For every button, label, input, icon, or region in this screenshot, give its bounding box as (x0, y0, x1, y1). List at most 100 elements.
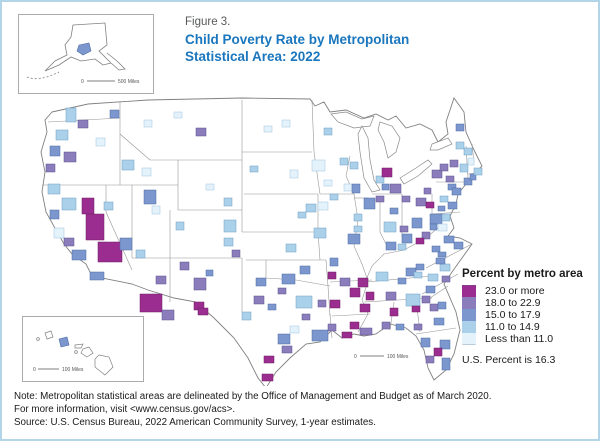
metro-area (413, 323, 423, 331)
metro-area (61, 197, 77, 211)
metro-area (81, 197, 95, 215)
metro-area (205, 269, 214, 277)
metro-area (143, 119, 153, 128)
metro-area (77, 119, 89, 129)
legend-label: 18.0 to 22.9 (485, 297, 541, 309)
metro-area (395, 323, 405, 331)
metro-area (385, 291, 397, 301)
metro-area (401, 233, 413, 244)
metro-area (151, 205, 161, 215)
metro-area (353, 225, 363, 233)
legend-swatch (462, 297, 476, 309)
metro-area (439, 195, 449, 203)
metro-area (89, 271, 105, 281)
lake-michigan (357, 125, 381, 193)
metro-area (421, 231, 431, 240)
legend-items: 23.0 or more 18.0 to 22.9 15.0 to 17.9 11.0… (462, 285, 598, 345)
alaska-scale-bar: 0 500 Miles (81, 79, 140, 85)
metro-area (223, 237, 234, 247)
legend: Percent by metro area 23.0 or more 18.0 t… (462, 268, 598, 366)
metro-area (425, 201, 435, 209)
metro-area (281, 119, 291, 128)
metro-area (341, 331, 353, 339)
metro-area (415, 263, 425, 271)
metro-area (253, 295, 265, 305)
main-scale-bar: 0 100 Miles (354, 354, 409, 360)
metro-area (311, 159, 326, 172)
note-line-1: Note: Metropolitan statistical areas are… (14, 391, 492, 402)
metro-area (415, 197, 427, 207)
metro-area (349, 321, 360, 330)
molokai-island (74, 343, 84, 349)
metro-area (63, 151, 77, 163)
metro-area (431, 169, 443, 179)
metro-area (141, 167, 152, 177)
metro-area (423, 187, 432, 195)
metro-area (263, 355, 275, 364)
maui-island (80, 346, 94, 358)
legend-swatch (462, 321, 476, 333)
metro-area (241, 311, 252, 321)
svg-text:0: 0 (354, 354, 357, 360)
metro-area (347, 233, 361, 245)
metro-area (437, 301, 447, 310)
metro-area (441, 275, 451, 283)
metro-area (285, 243, 297, 253)
metro-area (55, 129, 69, 141)
legend-swatch (462, 285, 476, 297)
metro-area (313, 227, 327, 239)
metro-area (349, 161, 359, 170)
hawaii-island (94, 354, 114, 376)
metro-area (45, 163, 56, 173)
metro-area (139, 293, 163, 313)
legend-label: Less than 11.0 (485, 333, 554, 345)
metro-area (71, 249, 87, 261)
svg-text:0: 0 (33, 367, 36, 373)
note-line-2: For more information, visit <www.census.… (14, 403, 236, 415)
figure-title-line2: Statistical Area: 2022 (185, 49, 321, 65)
metro-areas-layer (45, 107, 483, 382)
metro-area (301, 313, 311, 321)
legend-item: 23.0 or more (462, 285, 598, 297)
metro-area (445, 175, 455, 183)
svg-text:500 Miles: 500 Miles (118, 79, 140, 85)
legend-item: 18.0 to 22.9 (462, 297, 598, 309)
metro-area (143, 189, 157, 205)
metro-area (385, 241, 397, 251)
great-lakes (330, 111, 453, 193)
metro-area (381, 321, 391, 330)
metro-area (375, 195, 385, 203)
metro-area (365, 291, 375, 301)
metro-area (455, 141, 465, 150)
metro-area (299, 265, 311, 275)
metro-area (443, 235, 455, 244)
metro-area (261, 373, 274, 382)
metro-area (437, 251, 447, 258)
metro-area (411, 217, 423, 229)
metro-area (399, 225, 409, 233)
metro-area (329, 193, 339, 201)
metro-area (397, 243, 407, 251)
alaska-panhandle (106, 52, 126, 71)
metro-area (95, 137, 106, 147)
metro-area (49, 145, 61, 157)
legend-label: 15.0 to 17.9 (485, 309, 541, 321)
metro-area (297, 211, 307, 219)
figure-label: Figure 3. (185, 16, 231, 28)
metro-area (383, 221, 397, 233)
metro-area (277, 287, 287, 295)
metro-area (439, 339, 451, 350)
hawaii-scale-bar: 0 100 Miles (33, 367, 84, 373)
metro-area (103, 201, 114, 211)
metro-area (97, 241, 123, 263)
metro-area (121, 159, 135, 171)
metro-area (277, 333, 291, 345)
metro-area (381, 183, 390, 191)
metro-area (449, 159, 459, 168)
metro-area (420, 337, 431, 348)
metro-area (389, 183, 402, 194)
metro-area (429, 213, 443, 225)
metro-area (65, 107, 77, 123)
title-block: Figure 3. Child Poverty Rate by Metropol… (185, 16, 465, 66)
metro-area (389, 207, 399, 215)
